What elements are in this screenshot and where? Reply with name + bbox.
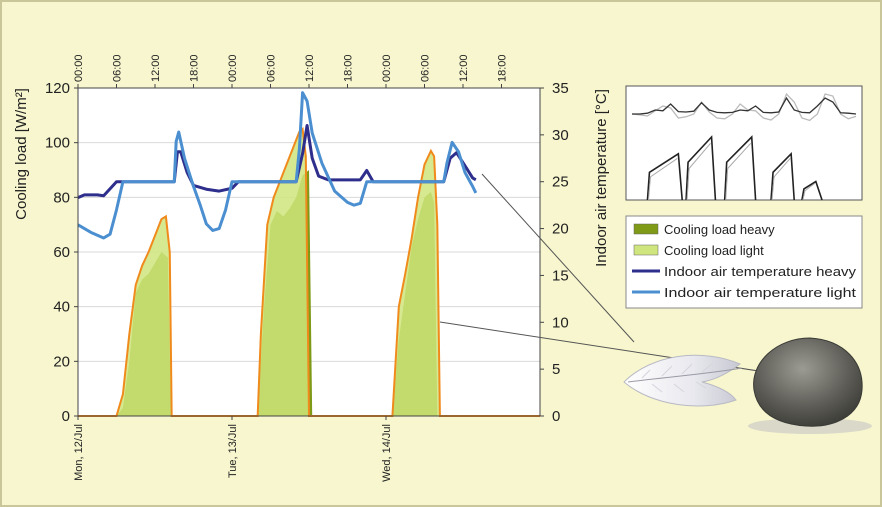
y-right-tick-label: 30 [552, 127, 569, 144]
feather-icon [623, 354, 743, 407]
legend-label: Indoor air temperature light [664, 285, 856, 300]
y-right-tick-label: 25 [552, 174, 569, 191]
y-left-tick-label: 100 [45, 135, 70, 152]
y-left-tick-label: 60 [53, 244, 70, 261]
inset-spike [685, 135, 717, 201]
top-tick-label: 06:00 [266, 54, 278, 82]
inset-spike [646, 152, 684, 201]
y-right-tick-label: 15 [552, 267, 569, 284]
inset-line [631, 92, 857, 122]
legend-label: Indoor air temperature heavy [664, 264, 857, 279]
inset-chart [625, 85, 863, 201]
inset-spike-light [771, 158, 791, 201]
illustration [439, 173, 872, 434]
y-right-tick-label: 10 [552, 314, 569, 331]
inset-line [632, 96, 857, 115]
legend-swatch [633, 244, 659, 256]
top-tick-label: 00:00 [381, 54, 393, 82]
cooling-load-light-outline [78, 127, 540, 417]
y-right-tick-label: 5 [552, 361, 560, 378]
y-right-tick-label: 20 [552, 221, 569, 238]
top-tick-label: 18:00 [189, 54, 201, 82]
axes [74, 84, 544, 420]
area-cooling-load-light [78, 129, 540, 416]
stone-icon [748, 337, 872, 434]
inset-spike [723, 135, 757, 201]
top-tick-label: 12:00 [304, 54, 316, 82]
legend-swatch [633, 223, 659, 235]
date-tick-label: Mon, 12/Jul [73, 424, 85, 481]
top-tick-label: 18:00 [343, 54, 355, 82]
legend-box [625, 215, 863, 309]
top-tick-label: 18:00 [497, 54, 509, 82]
top-tick-label: 06:00 [420, 54, 432, 82]
top-tick-label: 00:00 [73, 54, 85, 82]
y-axis-left-label: Cooling load [W/m²] [13, 88, 30, 220]
inset-spike-light [686, 142, 711, 201]
tick-labels: 0 20 40 60 80 100 120 0 5 10 15 20 25 30 35 00:00 06:00 1… [45, 54, 569, 481]
legend-label: Cooling load heavy [664, 222, 775, 237]
inset-spike-light [802, 182, 816, 201]
y-left-tick-label: 0 [62, 408, 70, 425]
cooling-load-areas [78, 127, 540, 417]
y-left-tick-label: 80 [53, 189, 70, 206]
inset-spike [770, 151, 796, 201]
y-axis-right-label: Indoor air temperature [°C] [593, 89, 610, 267]
inset-spike-light [725, 142, 752, 201]
inset-spike [801, 180, 823, 201]
y-left-tick-label: 40 [53, 299, 70, 316]
top-tick-label: 12:00 [458, 54, 470, 82]
inset-spike-light [647, 158, 678, 201]
legend: Cooling load heavy Cooling load light Indo… [625, 215, 863, 309]
legend-label: Cooling load light [664, 243, 764, 258]
temperature-lines [77, 91, 478, 240]
top-tick-label: 12:00 [150, 54, 162, 82]
y-right-tick-label: 0 [552, 408, 560, 425]
y-right-tick-label: 35 [552, 80, 569, 97]
top-tick-label: 06:00 [112, 54, 124, 82]
inset-frame [625, 85, 863, 201]
top-tick-label: 00:00 [227, 54, 239, 82]
date-tick-label: Wed, 14/Jul [381, 424, 393, 482]
pointer-line-light [481, 173, 635, 343]
y-left-tick-label: 20 [53, 353, 70, 370]
y-left-tick-label: 120 [45, 80, 70, 97]
line-indoor-temp-light [77, 91, 478, 240]
date-tick-label: Tue, 13/Jul [227, 424, 239, 478]
